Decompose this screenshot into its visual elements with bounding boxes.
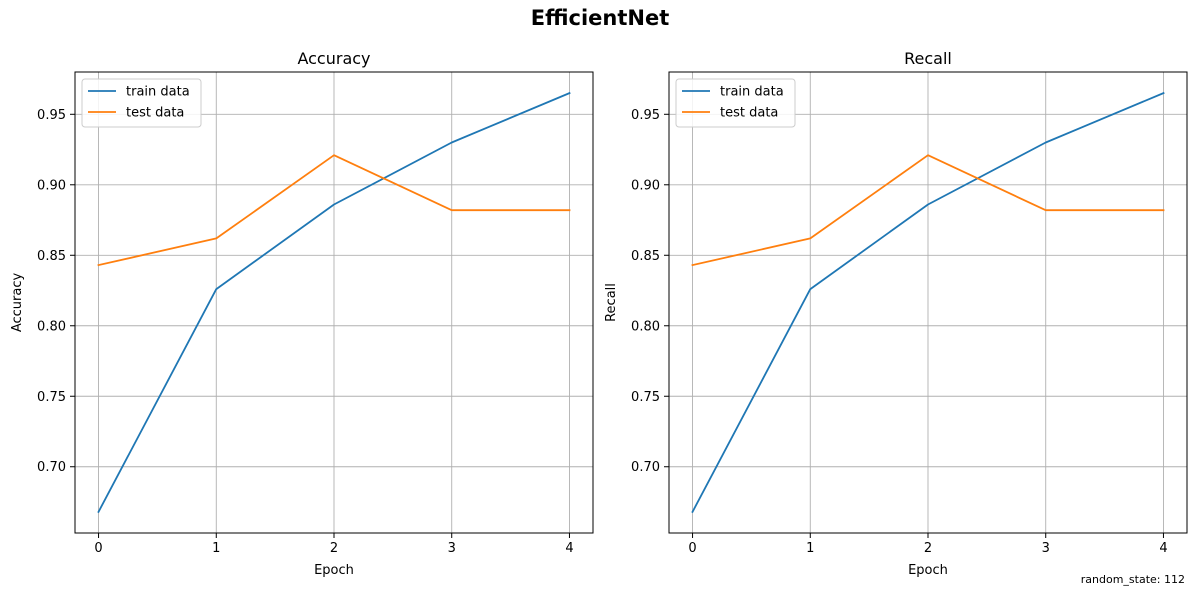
y-tick-label: 0.75 bbox=[631, 390, 660, 405]
y-tick-label: 0.85 bbox=[631, 249, 660, 264]
y-tick-label: 0.80 bbox=[37, 319, 66, 334]
x-axis-label: Epoch bbox=[908, 563, 948, 578]
axes-frame bbox=[668, 71, 1188, 534]
x-tick-label: 0 bbox=[94, 541, 102, 556]
x-tick-label: 4 bbox=[565, 541, 573, 556]
y-tick-label: 0.95 bbox=[631, 108, 660, 123]
series-line-train-data bbox=[97, 91, 571, 514]
series-line-test-data bbox=[97, 154, 571, 267]
y-tick-label: 0.95 bbox=[37, 108, 66, 123]
y-tick-label: 0.70 bbox=[631, 460, 660, 475]
figure-title: EfficientNet bbox=[530, 6, 670, 30]
x-axis-label: Epoch bbox=[314, 563, 354, 578]
subplot-accuracy: 0 1 2 3 4 0.70 0.75 0.80 0.85 0.90 0.95 Accuracy Epo… bbox=[10, 49, 594, 578]
subplot-recall: 0 1 2 3 4 0.70 0.75 0.80 0.85 0.90 0.95 Recall Epoch… bbox=[604, 49, 1188, 578]
x-tick-label: 4 bbox=[1159, 541, 1167, 556]
legend-label: test data bbox=[720, 106, 778, 121]
legend-label: train data bbox=[720, 85, 784, 100]
y-tick-label: 0.85 bbox=[37, 249, 66, 264]
subplot-title: Accuracy bbox=[297, 49, 370, 68]
series-line-train-data bbox=[691, 91, 1165, 514]
series-line-test-data bbox=[691, 154, 1165, 267]
y-tick-label: 0.75 bbox=[37, 390, 66, 405]
x-tick-label: 3 bbox=[448, 541, 456, 556]
x-tick-label: 2 bbox=[330, 541, 338, 556]
legend-label: train data bbox=[126, 85, 190, 100]
x-tick-label: 3 bbox=[1042, 541, 1050, 556]
axes-frame bbox=[74, 71, 594, 534]
subplot-title: Recall bbox=[904, 49, 952, 68]
x-tick-label: 1 bbox=[806, 541, 814, 556]
legend: train data test data bbox=[81, 78, 202, 128]
y-tick-label: 0.90 bbox=[37, 178, 66, 193]
legend-label: test data bbox=[126, 106, 184, 121]
x-tick-label: 1 bbox=[212, 541, 220, 556]
y-tick-label: 0.90 bbox=[631, 178, 660, 193]
y-axis-label: Accuracy bbox=[10, 273, 25, 333]
y-tick-label: 0.80 bbox=[631, 319, 660, 334]
y-axis-label: Recall bbox=[604, 283, 619, 322]
x-tick-label: 0 bbox=[688, 541, 696, 556]
random-state-note: random_state: 112 bbox=[1080, 573, 1185, 586]
x-tick-label: 2 bbox=[924, 541, 932, 556]
y-tick-label: 0.70 bbox=[37, 460, 66, 475]
legend: train data test data bbox=[675, 78, 796, 128]
